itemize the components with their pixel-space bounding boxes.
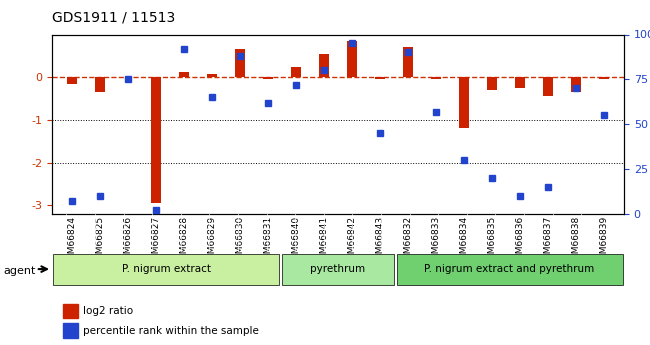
Bar bbox=[460, 77, 469, 128]
Text: agent: agent bbox=[3, 266, 36, 276]
Text: P. nigrum extract: P. nigrum extract bbox=[122, 264, 211, 274]
Text: percentile rank within the sample: percentile rank within the sample bbox=[83, 326, 259, 335]
Text: GSM66830: GSM66830 bbox=[235, 216, 244, 265]
FancyBboxPatch shape bbox=[396, 254, 623, 285]
FancyBboxPatch shape bbox=[282, 254, 394, 285]
Text: GSM66836: GSM66836 bbox=[515, 216, 525, 265]
Bar bbox=[64, 323, 78, 338]
Text: GSM66837: GSM66837 bbox=[544, 216, 552, 265]
Bar bbox=[235, 49, 245, 77]
Text: GSM66838: GSM66838 bbox=[572, 216, 581, 265]
Text: GSM66825: GSM66825 bbox=[95, 216, 104, 265]
Text: GSM66829: GSM66829 bbox=[207, 216, 216, 265]
Text: GDS1911 / 11513: GDS1911 / 11513 bbox=[52, 10, 176, 24]
Bar bbox=[67, 77, 77, 83]
Bar bbox=[488, 77, 497, 90]
Bar bbox=[263, 77, 273, 79]
Bar bbox=[95, 77, 105, 92]
Text: GSM66826: GSM66826 bbox=[124, 216, 132, 265]
Text: log2 ratio: log2 ratio bbox=[83, 306, 134, 316]
Bar bbox=[543, 77, 553, 97]
Bar bbox=[151, 77, 161, 203]
Bar bbox=[515, 77, 525, 88]
Text: GSM66833: GSM66833 bbox=[432, 216, 441, 265]
Text: pyrethrum: pyrethrum bbox=[311, 264, 365, 274]
Bar bbox=[403, 47, 413, 77]
Bar bbox=[179, 72, 188, 77]
Bar bbox=[375, 77, 385, 79]
Bar bbox=[64, 304, 78, 318]
Text: GSM66835: GSM66835 bbox=[488, 216, 497, 265]
FancyBboxPatch shape bbox=[53, 254, 280, 285]
Bar bbox=[291, 67, 301, 77]
Text: GSM66843: GSM66843 bbox=[376, 216, 385, 265]
Text: GSM66832: GSM66832 bbox=[404, 216, 413, 265]
Bar bbox=[431, 77, 441, 79]
Text: GSM66831: GSM66831 bbox=[263, 216, 272, 265]
Text: P. nigrum extract and pyrethrum: P. nigrum extract and pyrethrum bbox=[424, 264, 595, 274]
Bar bbox=[599, 77, 609, 79]
Text: GSM66827: GSM66827 bbox=[151, 216, 161, 265]
Bar bbox=[207, 74, 216, 77]
Text: GSM66828: GSM66828 bbox=[179, 216, 188, 265]
Text: GSM66824: GSM66824 bbox=[67, 216, 76, 265]
Bar bbox=[347, 41, 357, 77]
Text: GSM66840: GSM66840 bbox=[291, 216, 300, 265]
Bar bbox=[319, 54, 329, 77]
Text: GSM66842: GSM66842 bbox=[348, 216, 356, 265]
Text: GSM66841: GSM66841 bbox=[320, 216, 328, 265]
Text: GSM66834: GSM66834 bbox=[460, 216, 469, 265]
Bar bbox=[571, 77, 581, 92]
Text: GSM66839: GSM66839 bbox=[600, 216, 609, 265]
